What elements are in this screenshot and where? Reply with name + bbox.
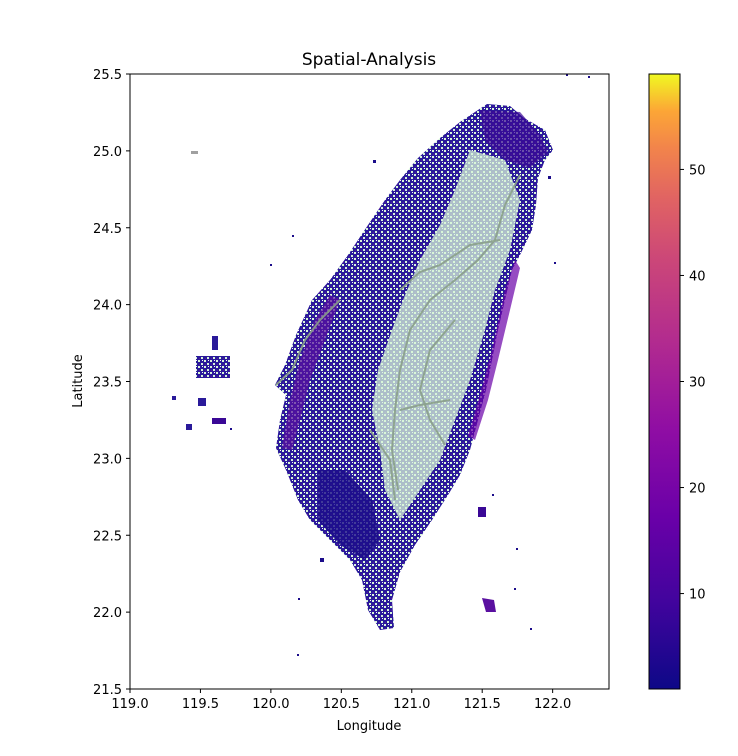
north-dense-region (480, 110, 548, 168)
x-tick-label: 121.0 (393, 697, 430, 712)
y-tick-label: 21.5 (93, 683, 122, 698)
y-tick-label: 23.5 (93, 376, 122, 391)
y-tick-label: 22.5 (93, 529, 122, 544)
y-tick-label: 25.5 (93, 68, 122, 83)
scattered-points (230, 74, 590, 656)
colorbar-tick-label: 10 (689, 588, 706, 603)
x-tick-label: 121.5 (464, 697, 501, 712)
x-tick-label: 122.0 (534, 697, 571, 712)
penghu-islands (172, 151, 230, 430)
colorbar-gradient (648, 73, 681, 690)
y-axis: 21.5 22.0 22.5 23.0 23.5 24.0 24.5 25.0 25.5 (93, 68, 130, 698)
south-dense-region (318, 470, 380, 560)
colorbar-tick-label: 30 (689, 376, 706, 391)
y-tick-label: 24.5 (93, 222, 122, 237)
y-tick-label: 23.0 (93, 452, 122, 467)
roads (275, 174, 521, 501)
map-layer (172, 74, 590, 656)
x-tick-label: 119.5 (182, 697, 219, 712)
colorbar: 10 20 30 40 50 (648, 73, 706, 690)
colorbar-tick-label: 50 (689, 163, 706, 178)
y-tick-label: 22.0 (93, 606, 122, 621)
colorbar-tick-label: 20 (689, 482, 706, 497)
west-coast-density (282, 295, 340, 450)
y-axis-label: Latitude (71, 354, 86, 408)
green-island (478, 507, 486, 517)
east-coast-strip (468, 260, 520, 440)
colorbar-ticks: 10 20 30 40 50 (680, 163, 706, 603)
colorbar-tick-label: 40 (689, 269, 706, 284)
y-tick-label: 25.0 (93, 145, 122, 160)
orchid-island (482, 598, 496, 612)
x-tick-label: 119.0 (111, 697, 148, 712)
chart-title: Spatial-Analysis (302, 50, 436, 70)
x-tick-label: 120.5 (323, 697, 360, 712)
y-tick-label: 24.0 (93, 299, 122, 314)
x-tick-label: 120.0 (252, 697, 289, 712)
x-axis-label: Longitude (337, 719, 402, 734)
x-axis: 119.0 119.5 120.0 120.5 121.0 121.5 122.0 (111, 689, 571, 712)
